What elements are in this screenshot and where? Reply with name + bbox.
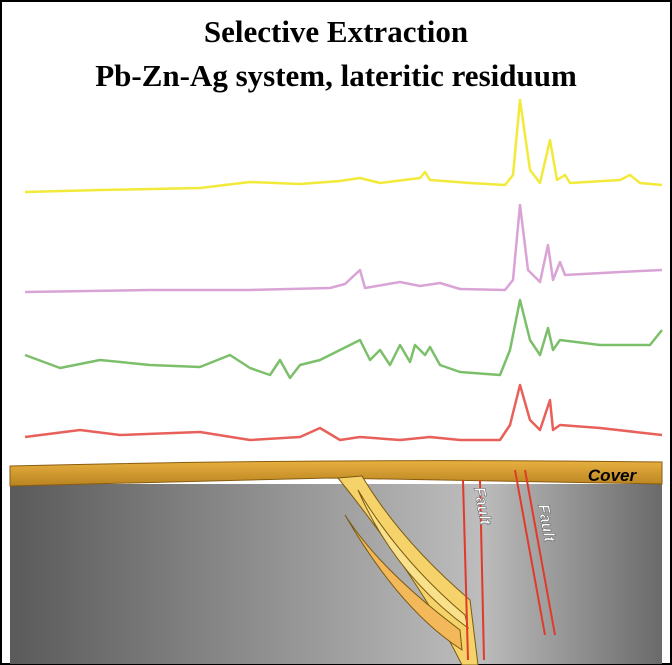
profile-pink — [24, 203, 663, 294]
title-line2: Pb-Zn-Ag system, lateritic residuum — [95, 58, 577, 93]
fault-label: Fault — [470, 486, 493, 527]
profiles — [24, 98, 663, 442]
profile-green — [24, 298, 663, 380]
cover-layer — [9, 460, 663, 487]
profile-red — [24, 383, 663, 442]
fault-line — [462, 479, 469, 661]
profile-yellow — [24, 98, 663, 194]
fault-label: Fault — [534, 503, 557, 544]
cross-section: Cover Fault Fault — [9, 460, 663, 665]
bedrock — [10, 484, 662, 664]
title-line1: Selective Extraction — [204, 14, 468, 49]
fault-line — [524, 469, 556, 636]
fault-line — [479, 479, 485, 661]
fault-line — [514, 469, 546, 636]
lode — [344, 514, 463, 651]
cover-label: Cover — [588, 466, 638, 485]
